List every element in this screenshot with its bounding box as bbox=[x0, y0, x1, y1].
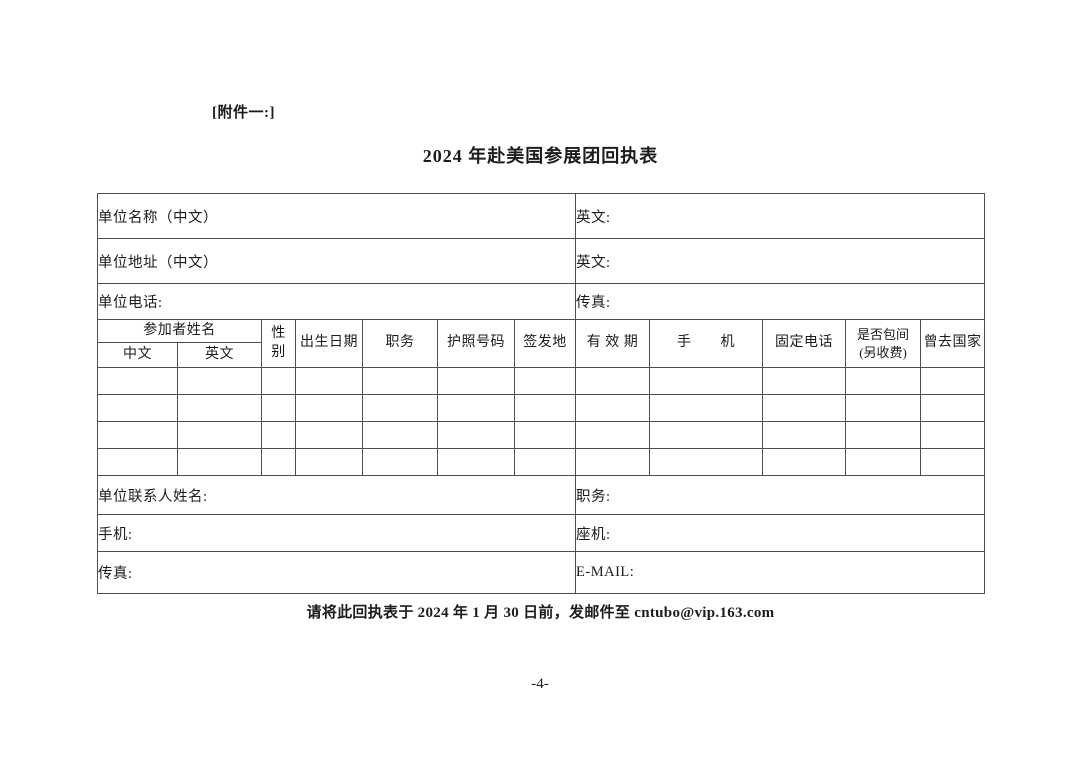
col-landline: 固定电话 bbox=[762, 319, 847, 368]
participant-cell bbox=[575, 367, 651, 395]
participant-cell bbox=[437, 421, 515, 449]
participant-cell bbox=[575, 448, 651, 476]
participant-cell bbox=[177, 367, 262, 395]
contact-name-row: 单位联系人姓名: 职务: bbox=[96, 475, 986, 515]
participant-row bbox=[97, 448, 986, 476]
participant-cell bbox=[920, 421, 986, 449]
field-company-name-en: 英文: bbox=[575, 193, 986, 239]
company-name-row: 单位名称（中文） 英文: bbox=[96, 193, 986, 239]
field-contact-mobile: 手机: bbox=[96, 514, 577, 552]
col-name-cn: 中文 bbox=[97, 342, 178, 368]
page-number: -4- bbox=[531, 676, 549, 692]
col-private-room: 是否包间 (另收费) bbox=[845, 319, 922, 368]
col-issue-place: 签发地 bbox=[513, 319, 577, 368]
participant-cell bbox=[762, 448, 847, 476]
col-mobile: 手 机 bbox=[649, 319, 764, 368]
col-gender: 性 别 bbox=[261, 319, 296, 368]
participant-cell bbox=[437, 367, 515, 395]
participant-cell bbox=[762, 394, 847, 422]
participant-cell bbox=[513, 421, 577, 449]
participant-cell bbox=[649, 421, 764, 449]
participant-cell bbox=[97, 394, 178, 422]
col-participant-name: 参加者姓名 bbox=[97, 319, 262, 343]
participant-row bbox=[97, 394, 986, 422]
participant-cell bbox=[177, 421, 262, 449]
field-company-phone: 单位电话: bbox=[96, 283, 577, 320]
participant-cell bbox=[845, 421, 922, 449]
field-contact-landline: 座机: bbox=[575, 514, 986, 552]
participants-header-row-2: 中文 英文 bbox=[97, 342, 985, 368]
participant-cell bbox=[97, 367, 178, 395]
field-contact-name: 单位联系人姓名: bbox=[96, 475, 577, 515]
participant-cell bbox=[177, 394, 262, 422]
participant-cell bbox=[295, 367, 363, 395]
participant-cell bbox=[845, 394, 922, 422]
participant-cell bbox=[513, 394, 577, 422]
participant-cell bbox=[920, 394, 986, 422]
participant-cell bbox=[920, 448, 986, 476]
contact-mobile-row: 手机: 座机: bbox=[96, 514, 986, 552]
participant-cell bbox=[97, 448, 178, 476]
participant-cell bbox=[362, 394, 438, 422]
field-contact-position: 职务: bbox=[575, 475, 986, 515]
col-passport-no: 护照号码 bbox=[437, 319, 515, 368]
participant-cell bbox=[362, 367, 438, 395]
company-address-row: 单位地址（中文） 英文: bbox=[96, 238, 986, 284]
participant-row bbox=[97, 421, 986, 449]
participant-cell bbox=[362, 421, 438, 449]
attachment-label: [附件一:] bbox=[212, 105, 275, 121]
participant-cell bbox=[261, 421, 296, 449]
col-position: 职务 bbox=[362, 319, 438, 368]
participant-cell bbox=[649, 448, 764, 476]
participant-cell bbox=[649, 394, 764, 422]
field-company-fax: 传真: bbox=[575, 283, 986, 320]
col-visited-countries: 曾去国家 bbox=[920, 319, 986, 368]
field-company-address-en: 英文: bbox=[575, 238, 986, 284]
participant-cell bbox=[261, 367, 296, 395]
footer-note: 请将此回执表于 2024 年 1 月 30 日前，发邮件至 cntubo@vip… bbox=[306, 605, 775, 621]
participant-cell bbox=[845, 367, 922, 395]
col-birth-date: 出生日期 bbox=[295, 319, 363, 368]
participant-cell bbox=[437, 448, 515, 476]
contact-fax-row: 传真: E-MAIL: bbox=[96, 551, 986, 594]
participant-cell bbox=[295, 394, 363, 422]
field-company-address-cn: 单位地址（中文） bbox=[96, 238, 577, 284]
participant-cell bbox=[575, 394, 651, 422]
participant-cell bbox=[513, 367, 577, 395]
participant-cell bbox=[177, 448, 262, 476]
page-title: 2024 年赴美国参展团回执表 bbox=[422, 146, 659, 166]
participants-header-row-1: 参加者姓名 性 别 出生日期 职务 护照号码 签发地 有 效 期 手 机 固定电… bbox=[97, 319, 986, 368]
col-name-en: 英文 bbox=[177, 342, 262, 368]
participant-cell bbox=[920, 367, 986, 395]
field-company-name-cn: 单位名称（中文） bbox=[96, 193, 577, 239]
participant-cell bbox=[437, 394, 515, 422]
field-contact-email: E-MAIL: bbox=[575, 551, 986, 594]
participant-cell bbox=[97, 421, 178, 449]
participant-cell bbox=[762, 421, 847, 449]
participant-cell bbox=[295, 421, 363, 449]
company-phone-row: 单位电话: 传真: bbox=[96, 283, 986, 320]
participant-row bbox=[97, 367, 986, 395]
participant-cell bbox=[649, 367, 764, 395]
participant-cell bbox=[845, 448, 922, 476]
field-contact-fax: 传真: bbox=[96, 551, 577, 594]
participant-cell bbox=[261, 448, 296, 476]
participant-cell bbox=[513, 448, 577, 476]
participant-cell bbox=[762, 367, 847, 395]
col-validity: 有 效 期 bbox=[575, 319, 651, 368]
participant-cell bbox=[362, 448, 438, 476]
form-table: 单位名称（中文） 英文: 单位地址（中文） 英文: 单位电话: 传真: 参加者姓… bbox=[96, 193, 986, 594]
participant-cell bbox=[261, 394, 296, 422]
participant-cell bbox=[295, 448, 363, 476]
participant-cell bbox=[575, 421, 651, 449]
